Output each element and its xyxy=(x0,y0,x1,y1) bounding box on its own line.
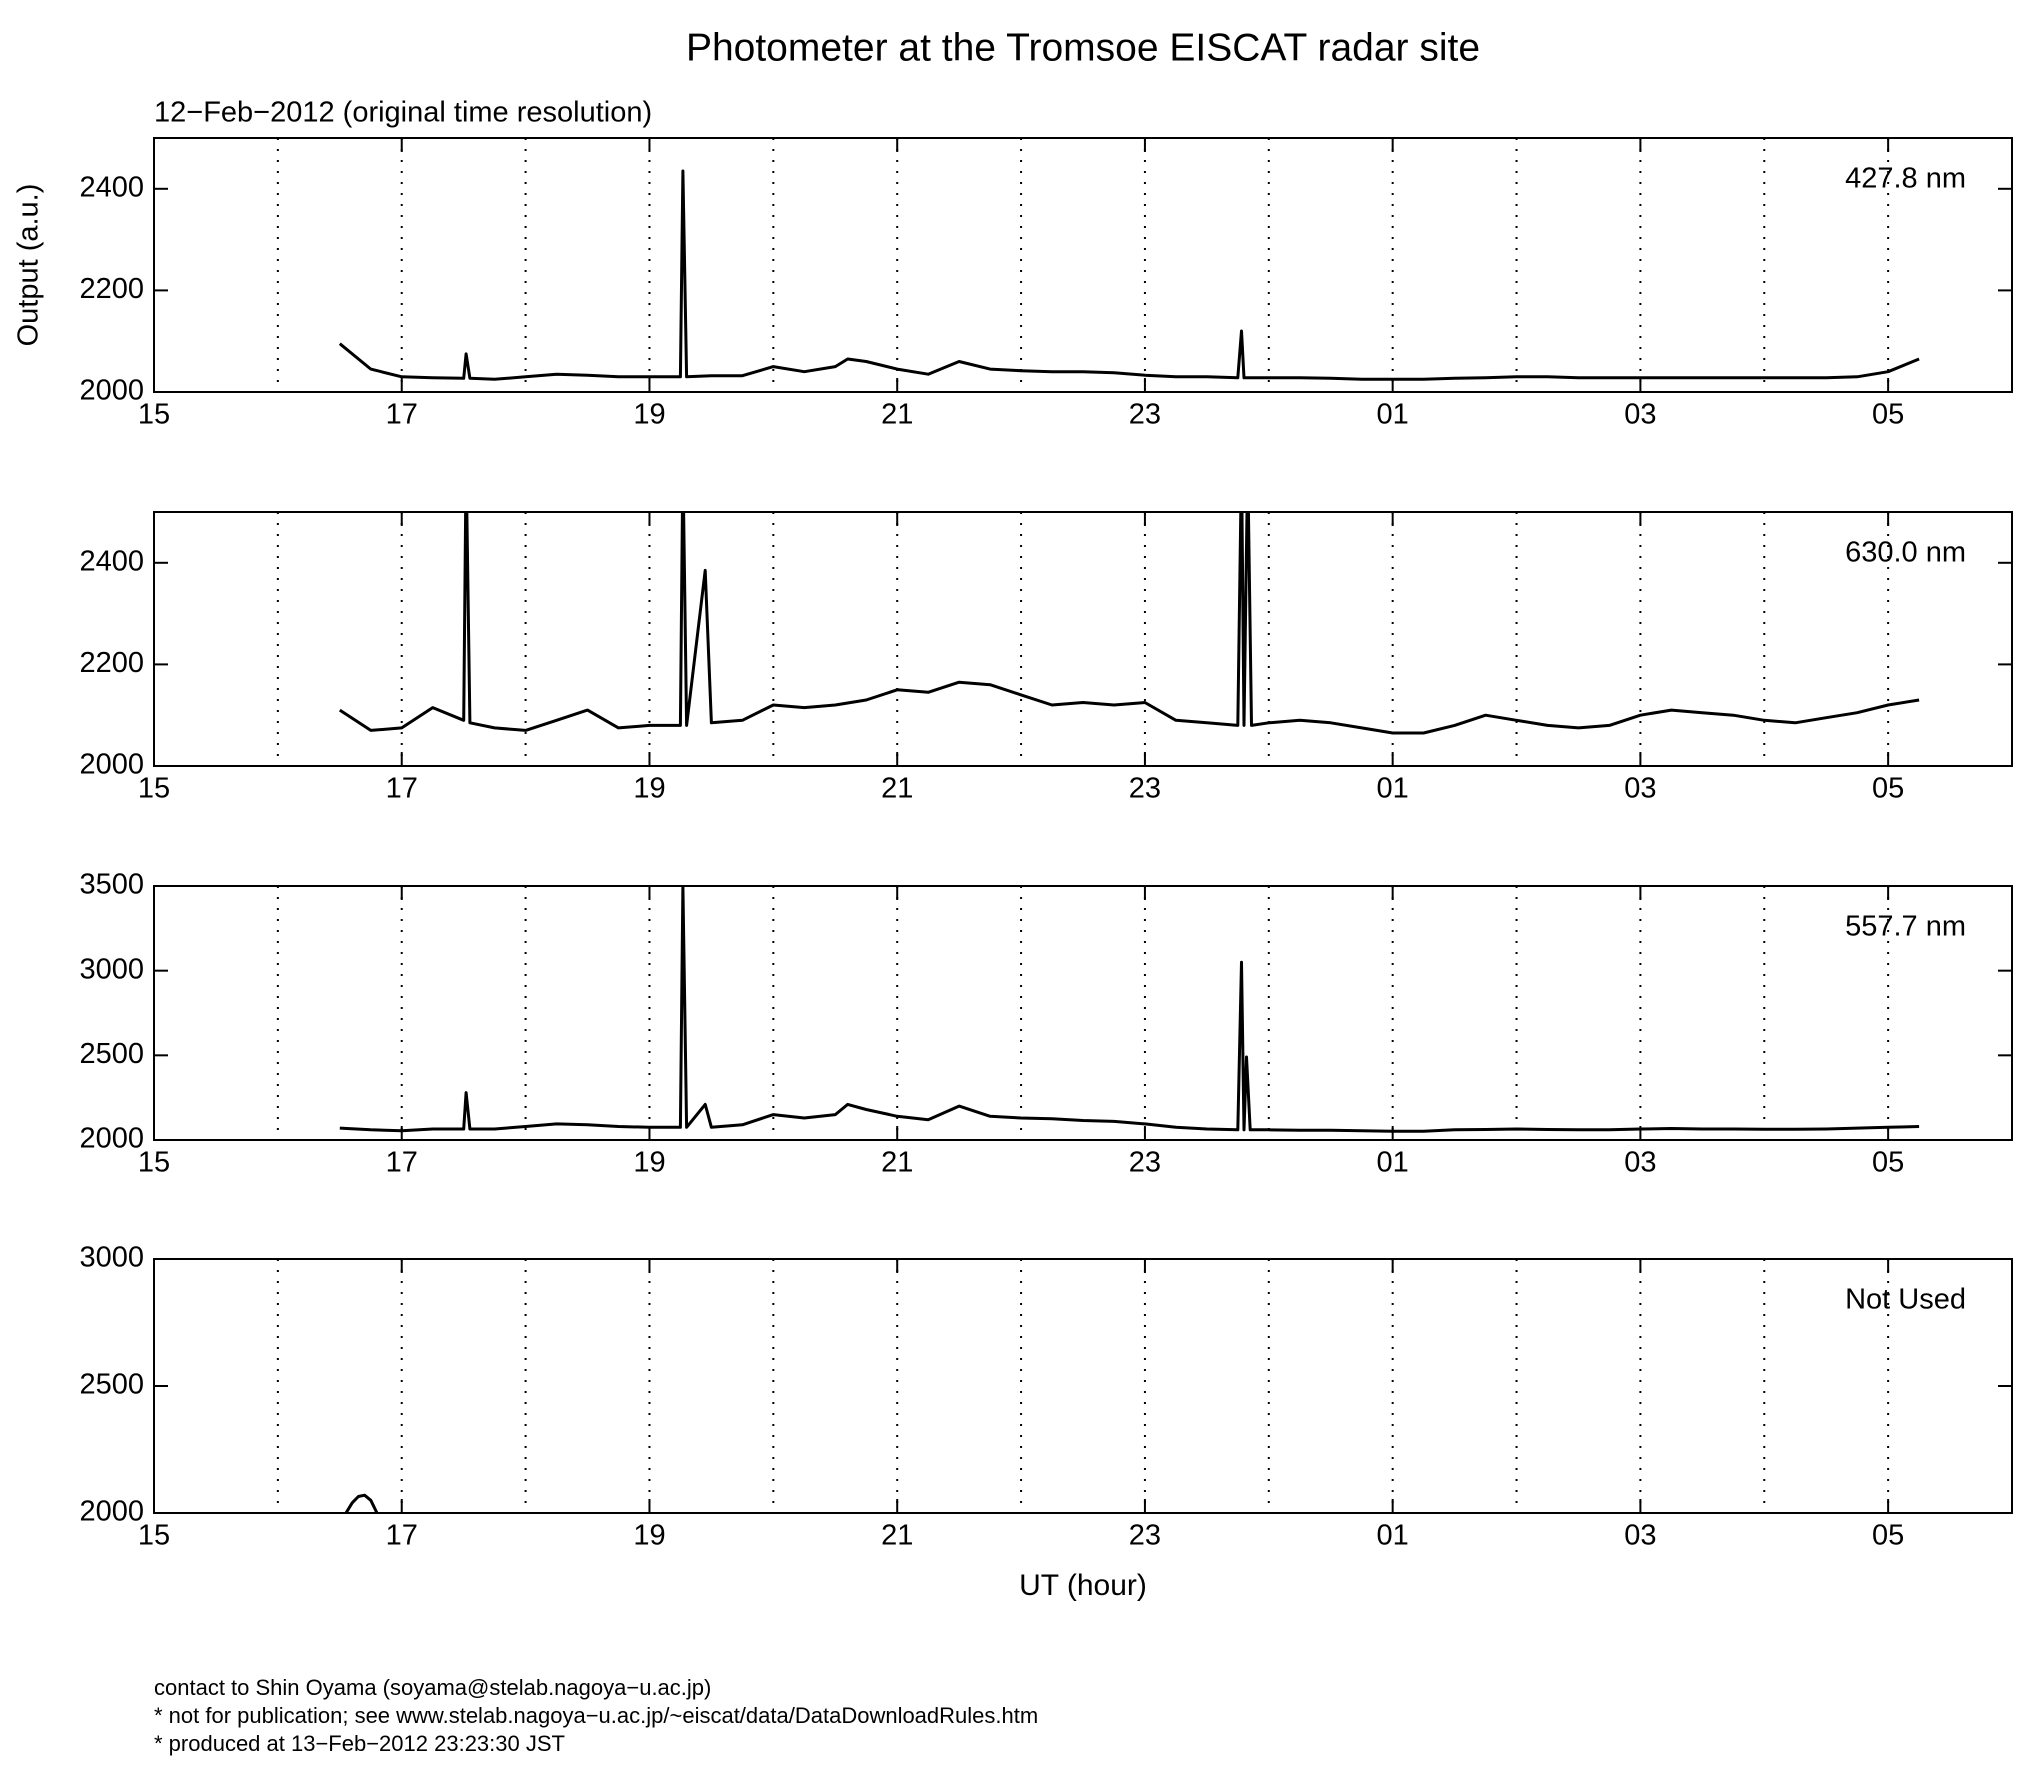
x-tick-label: 21 xyxy=(881,399,913,431)
x-tick-label: 17 xyxy=(386,1147,418,1179)
x-tick-label: 15 xyxy=(138,1147,170,1179)
y-tick-label: 3500 xyxy=(79,869,144,901)
y-tick-label: 2200 xyxy=(79,273,144,305)
axes-frame xyxy=(153,885,2013,1141)
y-tick-label: 3000 xyxy=(79,1242,144,1274)
x-tick-label: 17 xyxy=(386,399,418,431)
x-tick-label: 01 xyxy=(1377,399,1409,431)
subtitle: 12−Feb−2012 (original time resolution) xyxy=(154,97,652,129)
y-tick-label: 2000 xyxy=(79,1496,144,1528)
y-tick-label: 2200 xyxy=(79,647,144,679)
x-tick-label: 19 xyxy=(633,1147,665,1179)
x-tick-label: 15 xyxy=(138,1520,170,1552)
x-tick-label: 21 xyxy=(881,1520,913,1552)
x-tick-label: 05 xyxy=(1872,399,1904,431)
x-tick-label: 15 xyxy=(138,399,170,431)
x-tick-label: 19 xyxy=(633,399,665,431)
x-tick-label: 23 xyxy=(1129,1147,1161,1179)
footer-line: * produced at 13−Feb−2012 23:23:30 JST xyxy=(154,1731,565,1756)
x-tick-label: 05 xyxy=(1872,1520,1904,1552)
x-tick-label: 01 xyxy=(1377,1147,1409,1179)
footer-line: * not for publication; see www.stelab.na… xyxy=(154,1703,1038,1728)
x-tick-label: 05 xyxy=(1872,773,1904,805)
panel-label: 630.0 nm xyxy=(1845,537,1966,569)
y-tick-label: 2500 xyxy=(79,1369,144,1401)
y-tick-label: 2000 xyxy=(79,1123,144,1155)
data-line xyxy=(338,169,1920,381)
y-tick-label: 2000 xyxy=(79,375,144,407)
axes-frame xyxy=(153,137,2013,393)
axes-frame xyxy=(153,1258,2013,1514)
data-line xyxy=(339,886,1920,1133)
y-tick-label: 2400 xyxy=(79,171,144,203)
x-tick-label: 19 xyxy=(633,1520,665,1552)
y-tick-label: 3000 xyxy=(79,953,144,985)
x-tick-label: 03 xyxy=(1624,1520,1656,1552)
x-tick-label: 03 xyxy=(1624,1147,1656,1179)
x-tick-label: 17 xyxy=(386,1520,418,1552)
x-tick-label: 23 xyxy=(1129,1520,1161,1552)
panel-label: 427.8 nm xyxy=(1845,163,1966,195)
y-tick-label: 2000 xyxy=(79,749,144,781)
x-tick-label: 21 xyxy=(881,1147,913,1179)
x-tick-label: 03 xyxy=(1624,773,1656,805)
panel-label: 557.7 nm xyxy=(1845,911,1966,943)
panel-label: Not Used xyxy=(1845,1284,1966,1316)
y-tick-label: 2400 xyxy=(79,545,144,577)
x-tick-label: 23 xyxy=(1129,399,1161,431)
x-tick-label: 01 xyxy=(1377,1520,1409,1552)
x-tick-label: 23 xyxy=(1129,773,1161,805)
y-axis-label: Output (a.u.) xyxy=(13,184,45,347)
axes-frame xyxy=(153,511,2013,767)
footer-line: contact to Shin Oyama (soyama@stelab.nag… xyxy=(154,1675,711,1700)
x-tick-label: 05 xyxy=(1872,1147,1904,1179)
y-tick-label: 2500 xyxy=(79,1038,144,1070)
x-tick-label: 17 xyxy=(386,773,418,805)
x-tick-label: 19 xyxy=(633,773,665,805)
x-tick-label: 15 xyxy=(138,773,170,805)
data-line xyxy=(344,1493,379,1513)
x-axis-label: UT (hour) xyxy=(1019,1569,1147,1602)
x-tick-label: 03 xyxy=(1624,399,1656,431)
data-line xyxy=(338,512,1920,735)
figure-title: Photometer at the Tromsoe EISCAT radar s… xyxy=(686,26,1480,69)
x-tick-label: 01 xyxy=(1377,773,1409,805)
x-tick-label: 21 xyxy=(881,773,913,805)
